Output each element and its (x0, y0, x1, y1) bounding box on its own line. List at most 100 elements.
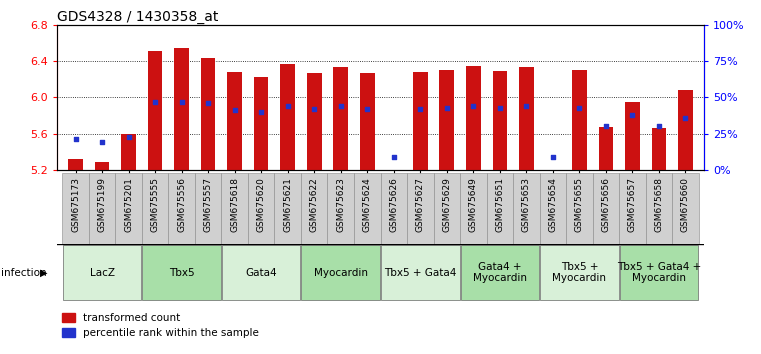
Bar (195, 173, 221, 244)
Bar (168, 173, 195, 244)
Point (69, 137, 81, 142)
Point (335, 103, 347, 109)
Bar (619, 173, 645, 244)
Bar (68, 159, 83, 170)
Bar (116, 173, 142, 244)
Bar (381, 245, 460, 300)
Text: GSM675653: GSM675653 (522, 177, 531, 232)
Bar (407, 173, 434, 244)
Point (546, 154, 559, 160)
Bar (62, 173, 89, 244)
Text: GSM675199: GSM675199 (97, 177, 107, 232)
Text: GSM675555: GSM675555 (151, 177, 160, 232)
Text: LacZ: LacZ (90, 268, 115, 278)
Bar (619, 245, 698, 300)
Text: Tbx5 + Gata4: Tbx5 + Gata4 (384, 268, 457, 278)
Bar (540, 173, 566, 244)
Bar (63, 245, 142, 300)
Bar (678, 90, 693, 170)
Text: GSM675657: GSM675657 (628, 177, 637, 232)
Bar (222, 245, 301, 300)
Bar (228, 72, 242, 170)
Text: Myocardin: Myocardin (314, 268, 368, 278)
Bar (307, 73, 321, 170)
Point (680, 115, 692, 120)
Point (202, 100, 215, 106)
Bar (95, 162, 110, 170)
Bar (566, 173, 593, 244)
Text: infection: infection (1, 268, 46, 278)
Text: Tbx5 +
Myocardin: Tbx5 + Myocardin (552, 262, 607, 284)
Text: GSM675173: GSM675173 (71, 177, 80, 232)
Bar (280, 64, 295, 170)
Bar (121, 134, 136, 170)
Text: GSM675660: GSM675660 (681, 177, 690, 232)
Point (96, 139, 108, 145)
Bar (174, 48, 189, 170)
Bar (89, 173, 116, 244)
Point (521, 103, 533, 109)
Bar (201, 58, 215, 170)
Text: Gata4: Gata4 (245, 268, 277, 278)
Point (308, 106, 320, 112)
Bar (672, 173, 699, 244)
Bar (301, 173, 327, 244)
Text: GSM675651: GSM675651 (495, 177, 505, 232)
Text: GSM675627: GSM675627 (416, 177, 425, 232)
Point (123, 134, 135, 139)
Bar (599, 127, 613, 170)
Text: GSM675626: GSM675626 (390, 177, 398, 232)
Bar (651, 128, 666, 170)
Text: GSM675621: GSM675621 (283, 177, 292, 232)
Text: GSM675654: GSM675654 (549, 177, 557, 232)
Bar (572, 70, 587, 170)
Point (626, 112, 638, 118)
Bar (486, 173, 513, 244)
Bar (254, 78, 269, 170)
Text: GSM675656: GSM675656 (601, 177, 610, 232)
Point (653, 124, 665, 129)
Bar (380, 173, 407, 244)
Bar (593, 173, 619, 244)
Point (228, 108, 240, 113)
Point (361, 106, 374, 112)
Bar (460, 245, 539, 300)
Bar (301, 245, 380, 300)
Text: GSM675629: GSM675629 (442, 177, 451, 232)
Text: GDS4328 / 1430358_at: GDS4328 / 1430358_at (57, 10, 218, 24)
Bar (540, 245, 619, 300)
Text: GSM675557: GSM675557 (204, 177, 212, 232)
Text: Tbx5: Tbx5 (169, 268, 195, 278)
Text: GSM675655: GSM675655 (575, 177, 584, 232)
Bar (434, 173, 460, 244)
Bar (148, 51, 162, 170)
Bar (221, 173, 248, 244)
Text: GSM675201: GSM675201 (124, 177, 133, 232)
Point (414, 106, 426, 112)
Text: GSM675622: GSM675622 (310, 177, 319, 232)
Point (441, 105, 453, 110)
Point (282, 103, 294, 109)
Point (387, 154, 400, 160)
Point (255, 109, 267, 115)
Text: GSM675618: GSM675618 (230, 177, 239, 232)
Bar (333, 67, 348, 170)
Text: GSM675624: GSM675624 (363, 177, 371, 232)
Point (176, 99, 188, 104)
Point (149, 99, 161, 104)
Point (467, 103, 479, 109)
Bar (460, 173, 486, 244)
Bar (142, 173, 168, 244)
Bar (275, 173, 301, 244)
Text: GSM675649: GSM675649 (469, 177, 478, 232)
Text: GSM675623: GSM675623 (336, 177, 345, 232)
Bar (413, 72, 428, 170)
Text: GSM675620: GSM675620 (256, 177, 266, 232)
Bar (519, 67, 533, 170)
Bar (440, 70, 454, 170)
Bar (354, 173, 380, 244)
Bar (466, 65, 481, 170)
Bar (645, 173, 672, 244)
Bar (142, 245, 221, 300)
Bar (492, 71, 507, 170)
